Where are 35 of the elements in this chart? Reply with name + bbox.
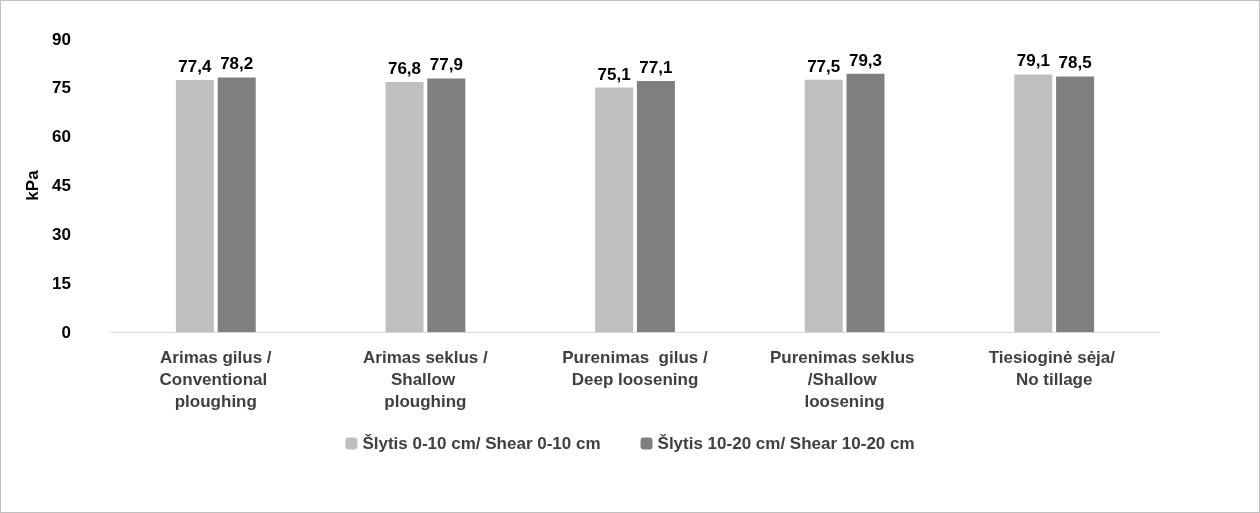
data-label: 76,8 <box>387 58 422 78</box>
y-axis-title: kPa <box>23 169 43 201</box>
data-label: 77,1 <box>639 58 673 77</box>
y-tick-label: 15 <box>52 273 71 293</box>
data-label: 79,3 <box>848 50 883 70</box>
y-tick-label: 0 <box>61 322 71 342</box>
bar <box>385 81 424 332</box>
x-tick-label: Tiesioginė sėja/ No tillage <box>988 347 1120 389</box>
data-label: 79,1 <box>1016 51 1050 71</box>
data-label: 77,4 <box>178 57 212 77</box>
bar <box>595 87 634 332</box>
data-label: 77,5 <box>807 56 841 76</box>
bar <box>175 80 214 332</box>
bar <box>846 73 885 332</box>
bar <box>804 79 843 332</box>
y-tick-label: 90 <box>52 29 71 49</box>
bar <box>1056 76 1095 332</box>
bar <box>427 78 466 332</box>
data-label: 75,1 <box>597 64 631 84</box>
legend-label: Šlytis 10-20 cm/ Shear 10-20 cm <box>657 434 915 453</box>
legend-label: Šlytis 0-10 cm/ Shear 0-10 cm <box>362 434 601 453</box>
bar <box>1014 74 1053 332</box>
data-label: 77,9 <box>429 55 463 75</box>
x-tick-label: Purenimas gilus /Deep loosening <box>562 347 709 389</box>
bar <box>217 77 256 332</box>
data-label: 78,2 <box>220 54 254 74</box>
x-tick-label: Arimas gilus /Conventional ploughing <box>159 347 272 411</box>
y-tick-label: 60 <box>52 127 71 147</box>
data-label: 78,5 <box>1058 53 1092 73</box>
y-tick-label: 30 <box>52 224 71 244</box>
bar <box>636 81 675 332</box>
y-tick-label: 75 <box>52 78 71 98</box>
y-tick-label: 45 <box>52 176 71 195</box>
x-tick-label: Purenimas seklus /Shallow loosening <box>769 347 920 411</box>
x-tick-label: Arimas seklus /Shallow ploughing <box>363 347 489 411</box>
